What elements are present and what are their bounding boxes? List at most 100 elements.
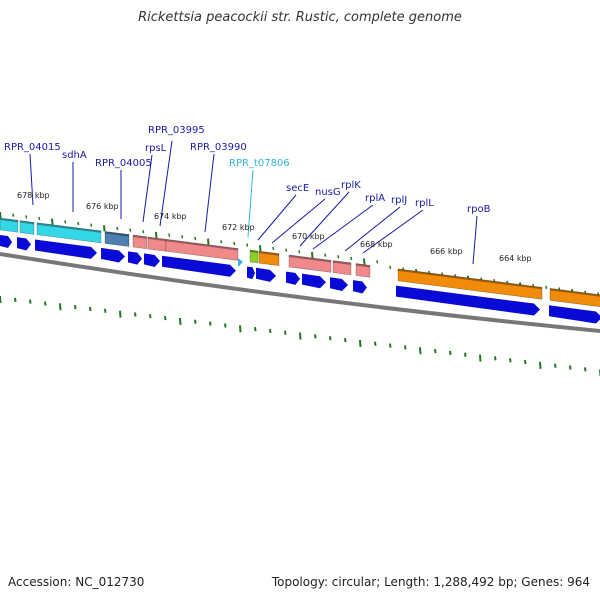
gene-label: sdhA [62, 150, 87, 161]
gene-label: nusG [315, 187, 341, 198]
inner-tick [14, 297, 17, 302]
outer-tick [545, 285, 548, 289]
feature-edge [165, 239, 239, 251]
inner-tick [389, 343, 392, 348]
gene-label: rplL [415, 198, 434, 209]
inner-tick [299, 332, 302, 340]
feature-track [0, 217, 600, 308]
outer-tick [168, 233, 171, 237]
outer-tick [103, 225, 106, 232]
feature-edge [332, 260, 352, 265]
inner-tick [89, 306, 92, 312]
inner-tick [254, 326, 257, 332]
inner-tick [224, 323, 227, 328]
cds-arrow [549, 305, 600, 324]
outer-tick [64, 220, 67, 224]
outer-tick [181, 235, 184, 239]
genome-summary-text: Topology: circular; Length: 1,288,492 bp… [271, 575, 590, 589]
inner-tick [329, 336, 332, 341]
outer-tick [12, 213, 15, 217]
gene-label: rpsL [145, 143, 167, 154]
inner-tick [74, 305, 77, 310]
inner-tick [209, 321, 212, 326]
leader-line [29, 153, 34, 206]
accession-text: Accession: NC_012730 [8, 575, 145, 589]
gene-label: rplA [365, 193, 385, 204]
inner-tick [404, 345, 407, 350]
inner-tick [149, 314, 152, 319]
inner-tick [269, 328, 272, 334]
cds-arrow [17, 237, 31, 251]
gene-label: RPR_04005 [95, 158, 152, 169]
outer-tick [51, 218, 54, 225]
genome-backbone [0, 252, 600, 333]
outer-tick [129, 228, 132, 232]
outer-tick [25, 215, 28, 219]
cds-arrow [144, 253, 160, 267]
trna-marker [238, 258, 243, 267]
outer-tick [116, 226, 119, 231]
gene-label: RPR_03995 [148, 125, 205, 136]
feature-edge [355, 263, 371, 268]
inner-tick [569, 365, 572, 370]
outer-tick [77, 221, 80, 226]
tick-label: 666 kbp [430, 247, 463, 256]
leader-line [142, 154, 153, 223]
tick-label: 664 kbp [499, 254, 532, 263]
inner-tick [359, 339, 362, 347]
outer-tick [233, 241, 236, 246]
outer-tick [194, 236, 197, 241]
inner-tick [479, 354, 482, 362]
leader-line [312, 204, 374, 250]
leader-line [271, 198, 326, 244]
inner-tick [284, 330, 287, 335]
inner-tick [494, 356, 497, 361]
feature-edge [19, 220, 35, 225]
leader-line [204, 153, 215, 233]
inner-tick [509, 358, 512, 363]
tick-label: 672 kbp [222, 223, 255, 232]
outer-tick [350, 256, 353, 261]
tick-label: 676 kbp [86, 202, 119, 211]
label-leader-lines [29, 140, 478, 265]
outer-tick [285, 248, 288, 252]
leader-line [362, 209, 424, 254]
outer-tick [337, 255, 340, 259]
cds-arrow [162, 255, 236, 277]
outer-tick [246, 243, 249, 247]
cds-arrow [396, 285, 540, 316]
inner-tick [449, 350, 452, 356]
inner-tick [29, 299, 32, 304]
outer-tick [363, 258, 366, 265]
feature-edge [258, 251, 280, 256]
feature-block [104, 231, 130, 247]
cds-arrow [128, 251, 142, 265]
leader-line [257, 194, 297, 241]
inner-tick [59, 303, 62, 311]
feature-block [355, 263, 371, 278]
tick-label: 674 kbp [154, 212, 187, 221]
inner-tick [524, 359, 527, 365]
outer-tick [311, 251, 314, 258]
gene-label: RPR_04015 [4, 142, 61, 153]
feature-edge [0, 218, 19, 223]
inner-tick [374, 341, 377, 346]
feature-block [249, 249, 259, 264]
inner-tick [179, 317, 182, 326]
outer-tick [90, 223, 93, 227]
leader-line [472, 215, 478, 265]
tick-label: 668 kbp [360, 240, 393, 249]
inner-tick [164, 316, 167, 321]
cds-arrow [0, 235, 12, 249]
inner-tick [314, 334, 317, 339]
inner-tick [419, 347, 422, 355]
feature-edge [249, 249, 259, 254]
leader-line [299, 191, 350, 247]
feature-edge [104, 231, 130, 237]
inner-tick-ring [0, 295, 600, 377]
outer-tick [38, 216, 41, 221]
outer-tick [155, 231, 158, 239]
feature-edge [132, 235, 148, 239]
cds-arrow [247, 266, 255, 280]
